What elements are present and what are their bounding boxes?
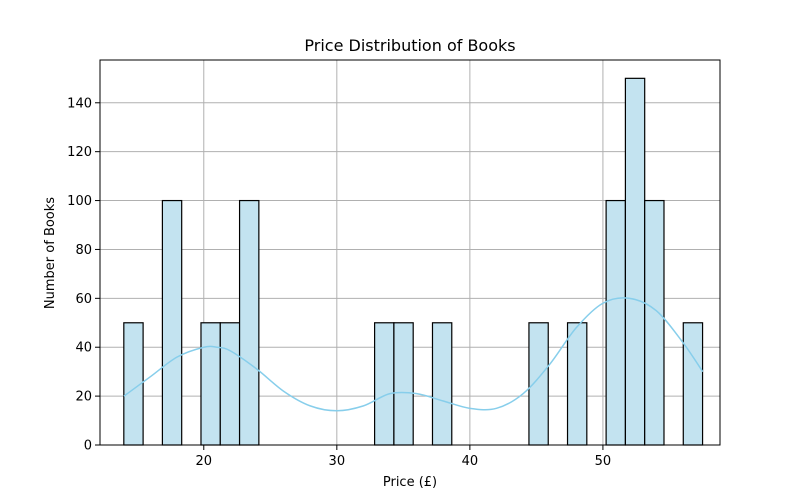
x-tick-label: 50 (595, 454, 612, 469)
histogram-bar (644, 199, 665, 446)
histogram-bar (238, 199, 260, 446)
histogram-bar (682, 322, 704, 446)
histogram-bar (528, 322, 549, 446)
x-tick-label: 40 (462, 454, 479, 469)
y-tick-label: 60 (75, 292, 92, 307)
histogram-bar (200, 322, 221, 446)
y-tick-label: 80 (75, 243, 92, 258)
histogram-bar (624, 77, 646, 446)
kde-curve (123, 297, 704, 412)
histogram-bar (605, 199, 627, 446)
y-tick-label: 0 (84, 439, 92, 454)
histogram-bar (566, 322, 588, 446)
chart-title: Price Distribution of Books (304, 36, 515, 55)
y-axis-ticks: 0 20 40 60 80 100 120 140 (67, 96, 100, 454)
x-tick-label: 20 (196, 454, 213, 469)
histogram-bars (123, 77, 704, 446)
y-tick-label: 40 (75, 341, 92, 356)
y-axis-label: Number of Books (43, 197, 58, 309)
y-tick-label: 100 (67, 194, 92, 209)
histogram-bar (219, 322, 241, 446)
x-axis-label: Price (£) (383, 475, 437, 490)
plot-frame (99, 59, 721, 446)
y-tick-label: 120 (67, 145, 92, 160)
y-tick-label: 140 (67, 96, 92, 111)
histogram-bar (374, 322, 395, 446)
histogram-bar (161, 199, 183, 446)
histogram-bar (393, 322, 414, 446)
x-axis-ticks: 20 30 40 50 (196, 445, 612, 469)
x-tick-label: 30 (329, 454, 346, 469)
histogram-bar (431, 322, 453, 446)
y-tick-label: 20 (75, 390, 92, 405)
